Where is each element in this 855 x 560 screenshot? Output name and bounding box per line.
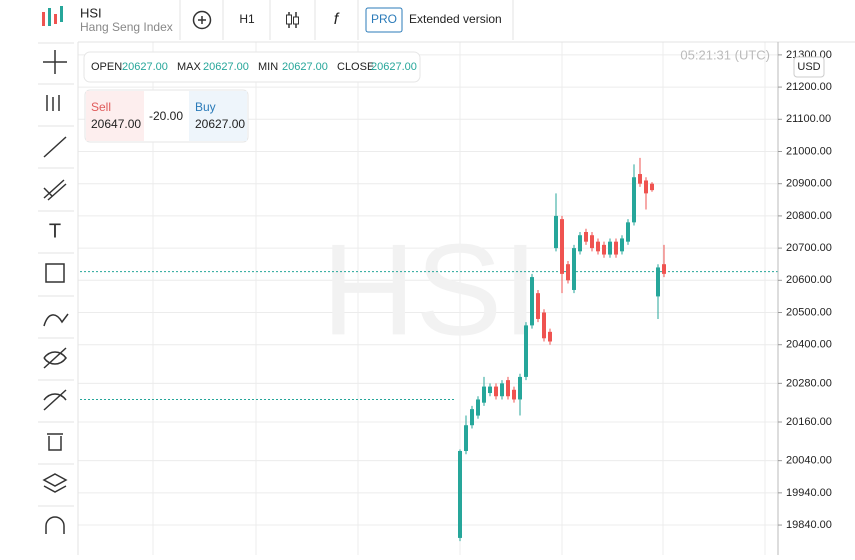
candle-body (476, 399, 480, 416)
candle-body (482, 386, 486, 403)
candle-body (542, 312, 546, 339)
sell-price[interactable]: 20647.00 (91, 117, 141, 131)
candle-body (560, 219, 564, 274)
candle-body (596, 241, 600, 252)
pro-label[interactable]: PRO (371, 12, 397, 26)
candle-body (494, 386, 498, 397)
delete-all-tool[interactable] (47, 433, 63, 451)
indicators-button[interactable]: f (334, 11, 340, 28)
candle-body (506, 380, 510, 397)
candle-body (464, 425, 468, 451)
sell-button[interactable] (86, 91, 144, 141)
candles-tool[interactable] (46, 95, 60, 111)
candle-body (578, 235, 582, 252)
currency-badge[interactable] (793, 56, 825, 78)
symbol: HSI (80, 5, 102, 20)
watermark: HSI (322, 216, 539, 362)
y-tick-label: 19940.00 (786, 487, 832, 499)
candle-body (512, 389, 516, 400)
candle-body (500, 383, 504, 397)
y-tick-label: 20500.00 (786, 306, 832, 318)
ohlc-label: CLOSE (337, 61, 374, 73)
ohlc-value: 20627.00 (203, 61, 249, 73)
brush-tool[interactable] (43, 313, 69, 327)
candle-body (572, 248, 576, 290)
candle-body (632, 177, 636, 223)
y-tick-label: 20400.00 (786, 339, 832, 351)
candle-body (548, 331, 552, 342)
layers-tool[interactable] (42, 473, 68, 493)
ohlc-label: MAX (177, 61, 202, 73)
candle-body (614, 241, 618, 255)
hide-values-tool[interactable] (43, 389, 67, 411)
top-bar (0, 0, 855, 42)
ohlc-label: OPEN (91, 61, 122, 73)
extended-version[interactable]: Extended version (409, 12, 502, 26)
sell-label[interactable]: Sell (91, 100, 111, 114)
candle-body (536, 293, 540, 319)
add-button[interactable] (192, 10, 212, 30)
ohlc-label: MIN (258, 61, 278, 73)
candle-body (524, 325, 528, 377)
y-tick-label: 21000.00 (786, 145, 832, 157)
candle-body (470, 409, 474, 426)
spread: -20.00 (149, 109, 183, 123)
ohlc-value: 20627.00 (371, 61, 417, 73)
line-tool[interactable] (43, 136, 67, 158)
logo (42, 6, 63, 26)
candle-body (554, 215, 558, 249)
candle-body (620, 238, 624, 252)
candle-body (566, 264, 570, 281)
y-tick-label: 21100.00 (786, 113, 831, 125)
candle-body (608, 241, 612, 255)
buy-price[interactable]: 20627.00 (195, 117, 245, 131)
timeframe[interactable]: H1 (239, 12, 255, 26)
candle-body (662, 264, 666, 274)
rect-tool[interactable] (45, 263, 65, 283)
buy-label[interactable]: Buy (195, 100, 216, 114)
y-tick-label: 20160.00 (786, 416, 832, 428)
y-tick-label: 20280.00 (786, 377, 832, 389)
y-tick-label: 21200.00 (786, 81, 832, 93)
ohlc-value: 20627.00 (122, 61, 168, 73)
y-tick-label: 20040.00 (786, 455, 832, 467)
buy-button[interactable] (189, 91, 247, 141)
candle-body (638, 174, 642, 184)
candle-body (458, 450, 462, 538)
y-tick-label: 20600.00 (786, 274, 832, 286)
candle-body (518, 376, 522, 400)
magnet-tool[interactable] (45, 516, 65, 534)
fib-tool[interactable] (43, 179, 67, 201)
pro-badge[interactable] (365, 7, 403, 33)
clock: 05:21:31 (UTC) (680, 47, 770, 62)
candle-body (626, 222, 630, 242)
y-tick-label: 19840.00 (786, 519, 832, 531)
candle-body (656, 267, 660, 297)
toolbar: T (42, 50, 69, 534)
ohlc-value: 20627.00 (282, 61, 328, 73)
chart-type-button[interactable] (286, 12, 299, 28)
candle-body (584, 232, 588, 242)
candle-body (590, 235, 594, 249)
candle-body (602, 244, 606, 255)
candle-body (650, 183, 654, 191)
hide-tool[interactable] (43, 347, 67, 369)
y-tick-label: 20700.00 (786, 242, 832, 254)
y-tick-label: 20900.00 (786, 178, 832, 190)
candle-body (644, 180, 648, 194)
candle-body (530, 277, 534, 326)
crosshair-tool[interactable] (43, 50, 67, 74)
ohlc-panel (83, 51, 421, 83)
candle-body (488, 386, 492, 394)
text-tool[interactable]: T (49, 220, 61, 242)
y-tick-label: 20800.00 (786, 210, 832, 222)
symbol-name: Hang Seng Index (80, 20, 173, 34)
currency[interactable]: USD (797, 61, 820, 73)
